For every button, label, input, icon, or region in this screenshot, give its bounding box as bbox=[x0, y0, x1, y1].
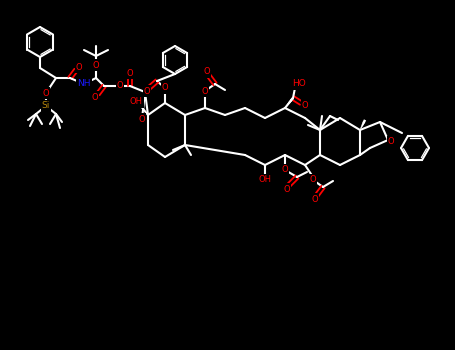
Text: O: O bbox=[202, 86, 208, 96]
Text: O: O bbox=[43, 89, 49, 98]
Text: HO: HO bbox=[292, 79, 306, 89]
Text: O: O bbox=[116, 82, 123, 91]
Text: O: O bbox=[76, 63, 82, 71]
Text: O: O bbox=[282, 166, 288, 175]
Text: Si: Si bbox=[42, 102, 50, 111]
Text: OH: OH bbox=[258, 175, 272, 184]
Text: O: O bbox=[302, 100, 308, 110]
Text: O: O bbox=[312, 195, 318, 203]
Text: O: O bbox=[310, 175, 316, 184]
Text: O: O bbox=[283, 184, 290, 194]
Text: O: O bbox=[92, 92, 98, 102]
Text: O: O bbox=[126, 69, 133, 77]
Text: O: O bbox=[388, 138, 394, 147]
Text: NH: NH bbox=[77, 79, 91, 89]
Text: O: O bbox=[139, 114, 145, 124]
Text: O: O bbox=[204, 68, 210, 77]
Text: OH: OH bbox=[130, 98, 142, 106]
Text: O: O bbox=[162, 84, 168, 92]
Text: O: O bbox=[144, 86, 150, 96]
Text: O: O bbox=[93, 61, 99, 70]
